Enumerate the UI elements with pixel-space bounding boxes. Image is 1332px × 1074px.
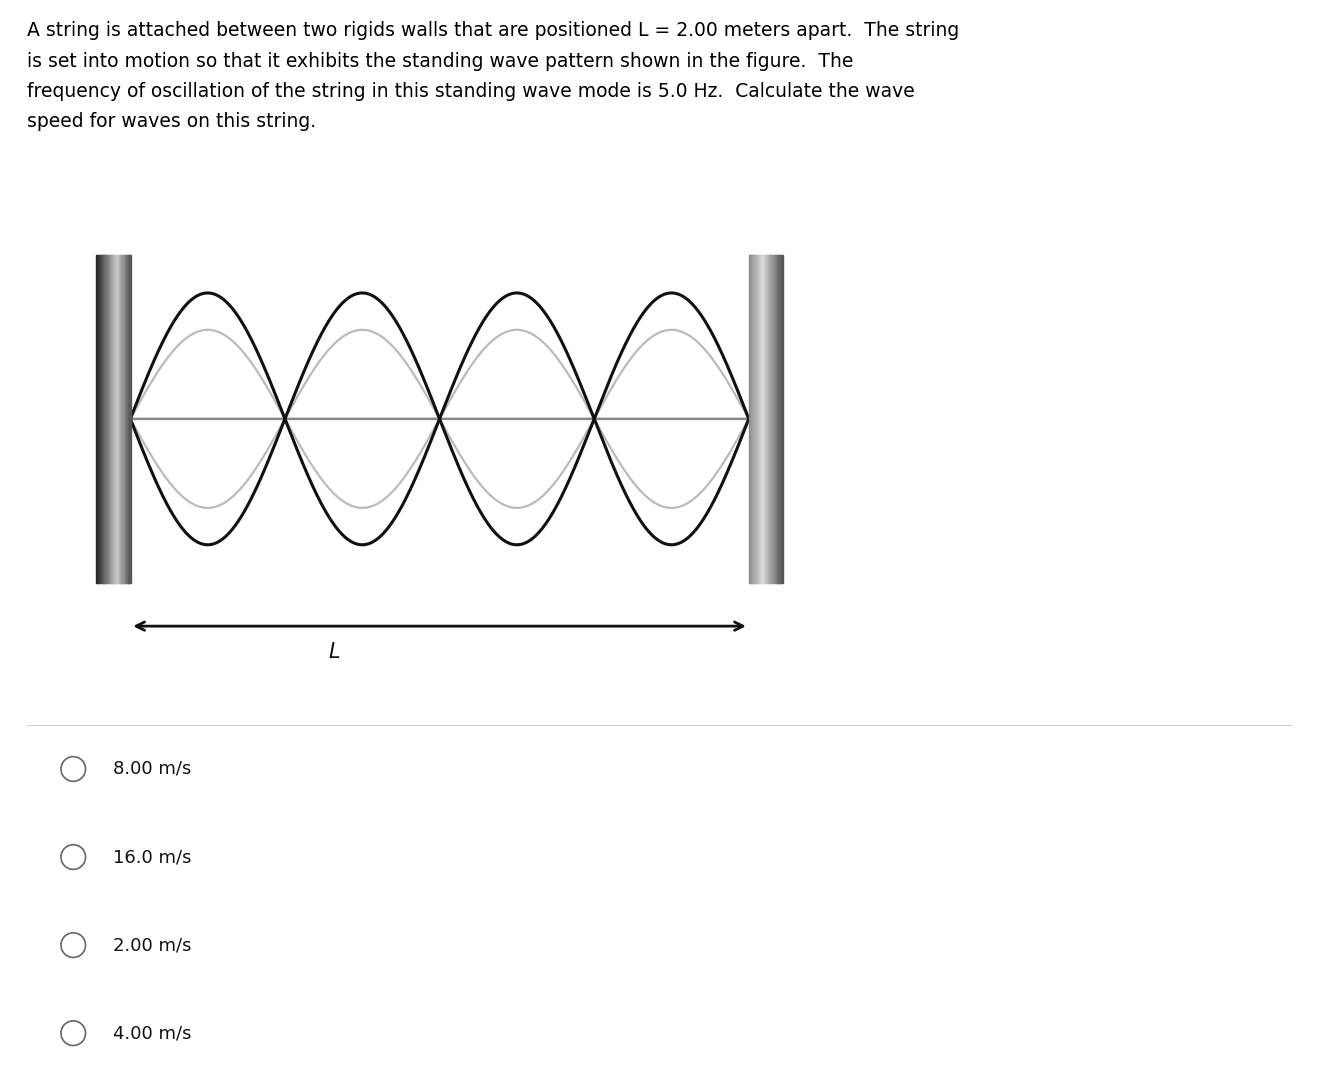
Text: A string is attached between two rigids walls that are positioned L = 2.00 meter: A string is attached between two rigids … (27, 21, 959, 131)
Bar (105, 256, 107, 582)
Bar (763, 256, 766, 582)
Bar (111, 256, 113, 582)
Bar (761, 256, 762, 582)
Bar (96, 256, 99, 582)
Bar (115, 256, 116, 582)
Bar (109, 256, 111, 582)
Bar (128, 256, 129, 582)
Bar (757, 256, 758, 582)
Bar (119, 256, 121, 582)
Bar (99, 256, 100, 582)
Bar (121, 256, 123, 582)
Bar (762, 256, 763, 582)
Bar (111, 256, 112, 582)
Text: 2.00 m/s: 2.00 m/s (113, 937, 192, 954)
Bar (117, 256, 119, 582)
Text: 16.0 m/s: 16.0 m/s (113, 848, 192, 866)
Bar (120, 256, 123, 582)
Bar (127, 256, 129, 582)
Bar (749, 256, 750, 582)
Bar (753, 256, 754, 582)
Bar (771, 256, 773, 582)
Bar (107, 256, 108, 582)
Bar (124, 256, 125, 582)
Text: 4.00 m/s: 4.00 m/s (113, 1025, 192, 1042)
Bar (777, 256, 779, 582)
Bar (782, 256, 783, 582)
Bar (129, 256, 131, 582)
Bar (754, 256, 757, 582)
Bar (765, 256, 766, 582)
Bar (100, 256, 101, 582)
Bar (750, 256, 751, 582)
Bar (775, 256, 777, 582)
Bar (777, 256, 778, 582)
Text: L: L (329, 641, 340, 662)
Bar (769, 256, 771, 582)
Bar (116, 256, 117, 582)
Bar (125, 256, 127, 582)
Bar (770, 256, 773, 582)
Bar (759, 256, 761, 582)
Bar (117, 256, 120, 582)
Bar (113, 256, 115, 582)
Bar (773, 256, 774, 582)
Bar (779, 256, 781, 582)
Bar (104, 256, 107, 582)
Bar (769, 256, 770, 582)
Bar (97, 256, 99, 582)
Bar (758, 256, 759, 582)
Bar (766, 256, 767, 582)
Bar (103, 256, 105, 582)
Bar (101, 256, 103, 582)
Bar (762, 256, 765, 582)
Bar (754, 256, 755, 582)
Bar (751, 256, 753, 582)
Bar (123, 256, 124, 582)
Bar (108, 256, 109, 582)
Bar (774, 256, 775, 582)
Bar (755, 256, 758, 582)
Bar (781, 256, 782, 582)
Bar (125, 256, 128, 582)
Text: 8.00 m/s: 8.00 m/s (113, 760, 192, 778)
Bar (767, 256, 769, 582)
Bar (103, 256, 104, 582)
Bar (778, 256, 781, 582)
Bar (112, 256, 115, 582)
